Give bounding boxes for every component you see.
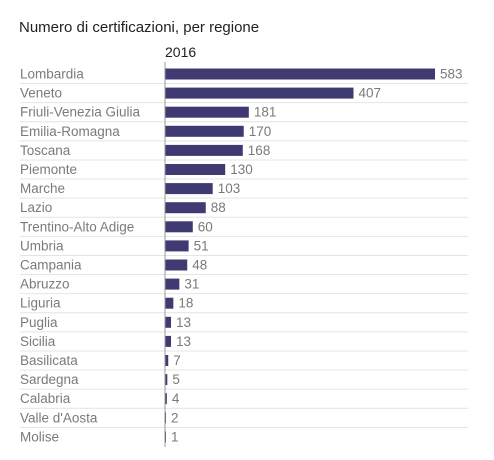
value-label: 103: [218, 181, 241, 196]
bar: [165, 144, 243, 156]
bar: [165, 125, 244, 137]
bar: [165, 335, 172, 347]
bar: [165, 355, 169, 366]
bar: [165, 240, 189, 252]
value-label: 18: [178, 296, 193, 311]
bar: [165, 297, 174, 309]
series-header: 2016: [165, 44, 197, 60]
category-label: Lombardia: [20, 67, 84, 82]
category-label: Piemonte: [20, 162, 77, 177]
bar-row: Sardegna 5: [20, 372, 468, 390]
bar: [165, 221, 193, 233]
bar-row: Lombardia 583: [20, 67, 468, 85]
category-label: Emilia-Romagna: [20, 124, 120, 139]
bar: [165, 68, 435, 80]
bar-row: Friuli-Venezia Giulia 181: [20, 105, 468, 123]
bar: [165, 278, 180, 290]
value-label: 13: [176, 315, 191, 330]
bar: [165, 106, 249, 118]
bar: [165, 87, 354, 99]
category-label: Calabria: [20, 391, 71, 406]
value-label: 583: [440, 67, 463, 82]
value-label: 5: [172, 372, 180, 387]
bar-row: Toscana 168: [20, 143, 468, 161]
value-label: 60: [198, 219, 213, 234]
value-label: 51: [194, 238, 209, 253]
value-label: 4: [172, 391, 180, 406]
category-label: Molise: [20, 429, 59, 444]
bar-row: Calabria 4: [20, 391, 468, 409]
value-label: 168: [248, 143, 271, 158]
value-label: 1: [171, 429, 179, 444]
bar-row: Sicilia 13: [20, 334, 468, 352]
category-label: Trentino-Alto Adige: [20, 219, 134, 234]
bar-row: Puglia 13: [20, 315, 468, 333]
value-label: 2: [171, 410, 179, 425]
bar-row: Veneto 407: [20, 86, 468, 104]
bar: [165, 259, 188, 271]
bar-row: Piemonte 130: [20, 162, 468, 180]
bar-row: Trentino-Alto Adige 60: [20, 219, 468, 237]
category-label: Basilicata: [20, 353, 78, 368]
category-label: Campania: [20, 258, 82, 273]
category-label: Marche: [20, 181, 65, 196]
category-label: Veneto: [20, 86, 62, 101]
bar: [165, 374, 168, 386]
category-label: Friuli-Venezia Giulia: [20, 105, 141, 120]
bar: [165, 164, 226, 175]
value-label: 31: [184, 277, 199, 292]
bar: [165, 316, 172, 328]
value-label: 88: [211, 200, 226, 215]
category-label: Valle d'Aosta: [20, 410, 98, 425]
value-label: 407: [358, 86, 381, 101]
bar-row: Valle d'Aosta 2: [20, 410, 468, 428]
value-label: 7: [173, 353, 181, 368]
bar: [165, 202, 206, 214]
category-label: Lazio: [20, 200, 52, 215]
bar-row: Abruzzo 31: [20, 277, 468, 295]
value-label: 13: [176, 334, 191, 349]
category-label: Puglia: [20, 315, 58, 330]
bar-row: Campania 48: [20, 258, 468, 276]
chart-rows: Lombardia 583 Veneto 407 Friuli-Venezia Giul…: [20, 67, 468, 444]
bar-row: Molise 1: [20, 429, 179, 444]
category-label: Sardegna: [20, 372, 79, 387]
chart-title: Numero di certificazioni, per regione: [19, 19, 260, 36]
bar-row: Lazio 88: [20, 200, 468, 218]
bar-row: Marche 103: [20, 181, 468, 199]
value-label: 48: [192, 258, 207, 273]
bar-row: Basilicata 7: [20, 353, 468, 371]
bar: [165, 393, 167, 405]
bar: [165, 183, 213, 195]
value-label: 181: [254, 105, 277, 120]
value-label: 170: [249, 124, 272, 139]
category-label: Sicilia: [20, 334, 56, 349]
category-label: Abruzzo: [20, 277, 70, 292]
bar-row: Umbria 51: [20, 238, 468, 256]
value-label: 130: [230, 162, 253, 177]
category-label: Umbria: [20, 238, 64, 253]
category-label: Liguria: [20, 296, 61, 311]
bar-row: Liguria 18: [20, 296, 468, 314]
bar-row: Emilia-Romagna 170: [20, 124, 468, 142]
category-label: Toscana: [20, 143, 71, 158]
